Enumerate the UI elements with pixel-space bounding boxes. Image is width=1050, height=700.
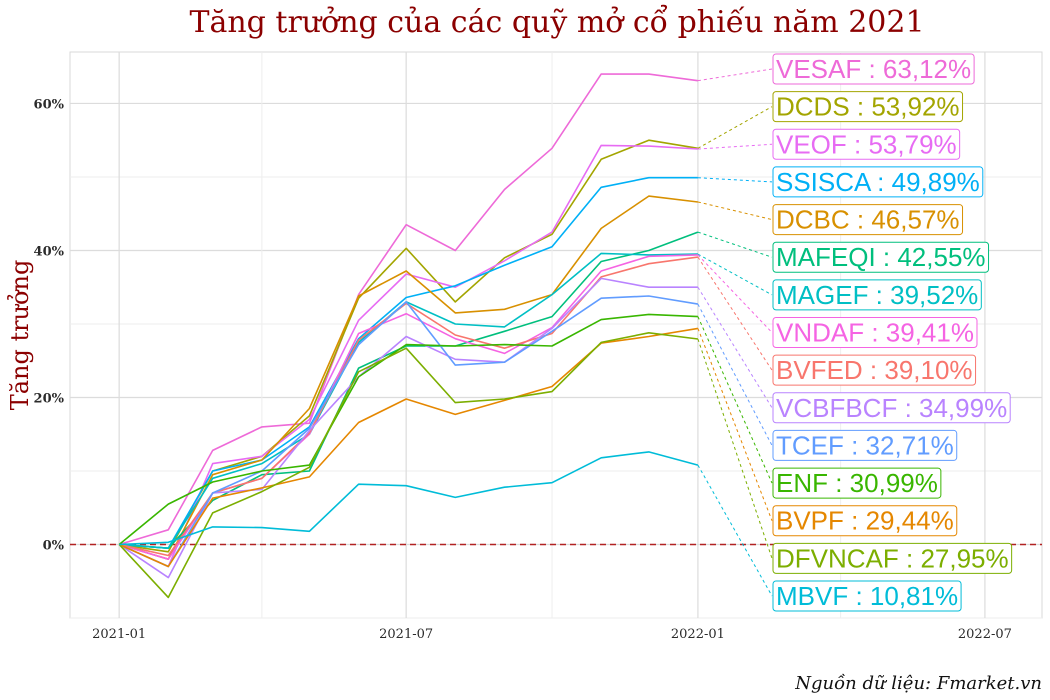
label-magef: MAGEF : 39,52%	[772, 279, 982, 311]
label-mafeqi: MAFEQI : 42,55%	[772, 241, 990, 273]
label-text: VNDAF : 39,41%	[776, 318, 974, 348]
label-dcds: DCDS : 53,92%	[772, 91, 964, 123]
label-bvfed: BVFED : 39,10%	[772, 354, 977, 386]
leader-line	[697, 464, 773, 597]
label-box	[772, 429, 958, 461]
leader-line	[697, 338, 773, 559]
label-box	[772, 354, 977, 386]
label-text: MAGEF : 39,52%	[776, 280, 978, 310]
series-line-veof	[118, 144, 698, 568]
x-tick-label: 2022-07	[958, 627, 1012, 642]
label-dcbc: DCBC : 46,57%	[772, 204, 964, 236]
label-box	[772, 279, 982, 311]
leader-line	[697, 143, 773, 150]
label-dfvncaf: DFVNCAF : 27,95%	[772, 542, 1013, 574]
leader-line	[697, 328, 773, 521]
label-text: VESAF : 63,12%	[776, 54, 971, 84]
label-box	[772, 317, 978, 348]
series-line-ssisca	[119, 176, 698, 550]
label-box	[772, 53, 975, 85]
label-vndaf: VNDAF : 39,41%	[772, 317, 978, 348]
x-tick-label: 2021-01	[92, 627, 146, 642]
chart-title: Tăng trưởng của các quỹ mở cổ phiếu năm …	[189, 4, 924, 40]
label-mbvf: MBVF : 10,81%	[772, 580, 962, 612]
label-text: BVFED : 39,10%	[776, 355, 973, 385]
label-box	[772, 467, 942, 499]
y-axis-label: Tăng trưởng	[6, 260, 34, 411]
label-text: DCBC : 46,57%	[776, 205, 960, 235]
source-caption: Nguồn dữ liệu: Fmarket.vn	[794, 673, 1042, 694]
y-tick-label: 60%	[34, 97, 65, 112]
series-line-tcef	[118, 295, 699, 568]
leader-line	[697, 316, 773, 484]
x-axis-ticks: 2021-01 2021-07 2022-01 2022-07	[92, 627, 1012, 642]
leader-line	[697, 68, 773, 82]
label-veof: VEOF : 53,79%	[772, 128, 961, 160]
label-enf: ENF : 30,99%	[772, 467, 942, 499]
label-box	[772, 580, 962, 612]
label-box	[772, 128, 961, 160]
label-box	[772, 542, 1013, 574]
label-text: DCDS : 53,92%	[776, 92, 960, 122]
series-line-dcbc	[118, 195, 698, 561]
leader-line	[697, 256, 773, 371]
y-tick-label: 40%	[34, 244, 65, 259]
y-axis-ticks: 0% 20% 40% 60%	[34, 97, 65, 553]
series-line-mafeqi	[119, 231, 699, 550]
label-text: TCEF : 32,71%	[776, 430, 954, 460]
series-line-vesaf	[118, 73, 699, 546]
y-tick-label: 20%	[34, 391, 65, 406]
label-text: DFVNCAF : 27,95%	[776, 543, 1009, 573]
leader-line	[697, 177, 773, 183]
label-bvpf: BVPF : 29,44%	[772, 505, 958, 537]
label-ssisca: SSISCA : 49,89%	[772, 166, 984, 198]
leader-line	[697, 231, 773, 258]
label-text: MBVF : 10,81%	[776, 581, 958, 611]
label-box	[772, 241, 990, 273]
series-line-mbvf	[119, 451, 699, 546]
label-vesaf: VESAF : 63,12%	[772, 53, 975, 85]
label-text: ENF : 30,99%	[776, 468, 938, 498]
series-line-enf	[118, 313, 698, 546]
label-text: VCBFBCF : 34,99%	[776, 393, 1007, 423]
label-text: VEOF : 53,79%	[776, 129, 957, 159]
label-vcbfbcf: VCBFBCF : 34,99%	[772, 392, 1011, 424]
y-tick-label: 0%	[43, 538, 65, 553]
label-box	[772, 392, 1011, 424]
label-tcef: TCEF : 32,71%	[772, 429, 958, 461]
leader-line	[697, 303, 773, 446]
label-text: MAFEQI : 42,55%	[776, 242, 986, 272]
label-box	[772, 204, 964, 236]
leader-line	[697, 106, 773, 149]
label-box	[772, 166, 984, 198]
series-labels: VESAF : 63,12% DCDS : 53,92% VEOF : 53,79%…	[697, 53, 1013, 612]
label-text: BVPF : 29,44%	[776, 506, 954, 536]
series-line-dfvncaf	[118, 331, 699, 599]
label-box	[772, 91, 964, 123]
leader-line	[697, 201, 773, 221]
label-text: SSISCA : 49,89%	[776, 167, 980, 197]
x-tick-label: 2022-01	[671, 627, 725, 642]
series-lines	[118, 73, 699, 599]
leader-line	[697, 253, 773, 296]
x-tick-label: 2021-07	[379, 627, 433, 642]
label-box	[772, 505, 958, 537]
